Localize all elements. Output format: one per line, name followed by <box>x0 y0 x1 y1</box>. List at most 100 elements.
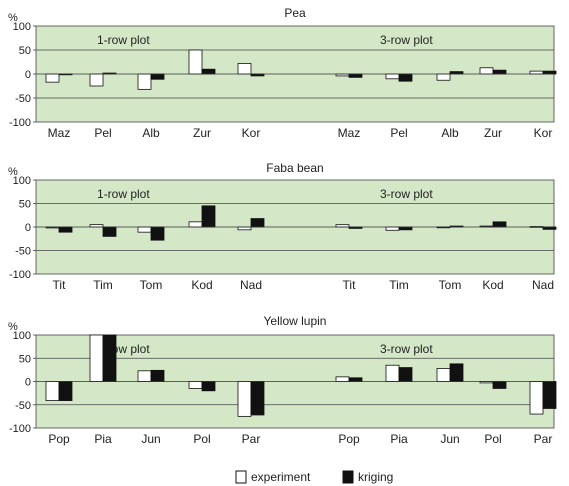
bar-experiment-par-3row <box>529 381 544 415</box>
x-tick-label: Tom <box>439 278 462 292</box>
legend: experiment kriging <box>235 470 393 484</box>
x-tick-label: Pia <box>390 432 408 446</box>
bar-kriging-jun-3row <box>449 363 464 382</box>
bar-kriging-kor-3row <box>542 70 557 75</box>
bar-kriging-pel-3row <box>398 73 413 82</box>
bar-experiment-jun-1row <box>137 370 152 382</box>
bar-experiment-zur-3row <box>479 67 494 75</box>
legend-swatch-kriging <box>342 470 354 484</box>
bar-kriging-nad-1row <box>250 218 265 228</box>
x-tick-label: Alb <box>441 126 459 140</box>
x-tick-label: Tom <box>140 278 163 292</box>
panel-2: 100 50 0 -50 -100% Faba bean 1-row plot 3-row p… <box>8 161 557 292</box>
bar-experiment-jun-3row <box>436 368 451 382</box>
bar-experiment-kor-1row <box>237 63 252 75</box>
bar-kriging-zur-1row <box>201 68 216 75</box>
bar-kriging-tom-1row <box>150 226 165 241</box>
x-tick-label: Jun <box>141 432 160 446</box>
y-tick-label: 100 <box>13 175 31 187</box>
bar-kriging-pol-1row <box>201 381 216 392</box>
bar-kriging-par-1row <box>250 381 265 416</box>
x-tick-label: Kor <box>534 126 553 140</box>
x-tick-label: Maz <box>48 126 71 140</box>
y-tick-label: 50 <box>19 353 31 365</box>
x-tick-label: Tim <box>389 278 409 292</box>
x-tick-label: Tim <box>93 278 113 292</box>
bar-experiment-nad-1row <box>237 226 252 231</box>
bar-experiment-par-1row <box>237 381 252 417</box>
x-tick-label: Zur <box>484 126 502 140</box>
bar-experiment-zur-1row <box>188 49 203 75</box>
y-tick-label: -50 <box>15 400 31 412</box>
y-tick-label: -50 <box>15 246 31 258</box>
x-tick-label: Kod <box>191 278 212 292</box>
x-tick-label: Pia <box>94 432 112 446</box>
bar-kriging-tim-1row <box>102 226 117 237</box>
legend-swatch-experiment <box>235 470 247 484</box>
group-label: 1-row plot <box>97 187 150 201</box>
y-tick-label: 50 <box>19 45 31 57</box>
bar-kriging-kod-3row <box>492 221 507 228</box>
x-tick-label: Alb <box>142 126 160 140</box>
y-tick-label: 0 <box>25 69 31 81</box>
bar-kriging-pia-3row <box>398 367 413 382</box>
bar-experiment-pel-1row <box>89 73 104 87</box>
bar-experiment-pia-3row <box>385 364 400 382</box>
bar-experiment-kod-1row <box>188 221 203 228</box>
panel-title: Faba bean <box>266 161 323 175</box>
bar-kriging-par-3row <box>542 381 557 409</box>
x-tick-label: Pol <box>484 432 501 446</box>
bar-experiment-pop-3row <box>335 376 350 382</box>
y-axis-label: % <box>8 321 18 333</box>
x-tick-label: Pel <box>94 126 111 140</box>
y-tick-label: -100 <box>9 117 31 129</box>
legend-label-kriging: kriging <box>358 470 393 484</box>
y-axis-label: % <box>8 166 18 178</box>
x-tick-label: Nad <box>532 278 554 292</box>
bar-kriging-alb-1row <box>150 73 165 80</box>
x-tick-label: Zur <box>193 126 211 140</box>
x-tick-label: Pop <box>48 432 70 446</box>
y-tick-label: 100 <box>13 330 31 342</box>
bar-experiment-alb-3row <box>436 73 451 81</box>
y-tick-label: -100 <box>9 423 31 435</box>
bar-kriging-pia-1row <box>102 334 117 382</box>
panel-title: Yellow lupin <box>264 314 327 328</box>
group-label: 3-row plot <box>380 187 433 201</box>
y-axis-label: % <box>8 12 18 24</box>
bar-experiment-tom-1row <box>137 226 152 233</box>
bar-kriging-kod-1row <box>201 205 216 228</box>
bar-kriging-pol-3row <box>492 381 507 389</box>
group-label: 1-row plot <box>97 33 150 47</box>
bar-kriging-pop-3row <box>348 377 363 382</box>
x-tick-label: Kor <box>242 126 261 140</box>
y-tick-label: 0 <box>25 222 31 234</box>
bar-kriging-jun-1row <box>150 369 165 382</box>
x-tick-label: Par <box>534 432 553 446</box>
panel-title: Pea <box>284 6 306 20</box>
x-tick-label: Nad <box>240 278 262 292</box>
bar-kriging-zur-3row <box>492 69 507 75</box>
x-tick-label: Kod <box>482 278 503 292</box>
bar-experiment-pia-1row <box>89 334 104 382</box>
x-tick-label: Pel <box>390 126 407 140</box>
group-label: 3-row plot <box>380 33 433 47</box>
bar-kriging-tit-1row <box>58 226 73 233</box>
x-tick-label: Pop <box>338 432 360 446</box>
bar-experiment-pop-1row <box>45 381 60 401</box>
bar-experiment-tim-3row <box>385 226 400 231</box>
x-tick-label: Jun <box>440 432 459 446</box>
bar-kriging-maz-3row <box>348 73 363 78</box>
y-tick-label: 50 <box>19 199 31 211</box>
bar-kriging-pop-1row <box>58 381 73 401</box>
y-tick-label: -50 <box>15 93 31 105</box>
panel-1: 100 50 0 -50 -100% Pea 1-row plot 3-row plot Maz… <box>8 6 557 140</box>
bar-kriging-tim-3row <box>398 226 413 231</box>
x-tick-label: Tit <box>343 278 357 292</box>
legend-label-experiment: experiment <box>251 470 311 484</box>
y-tick-label: 0 <box>25 377 31 389</box>
bar-experiment-pel-3row <box>385 73 400 80</box>
x-tick-label: Maz <box>338 126 361 140</box>
